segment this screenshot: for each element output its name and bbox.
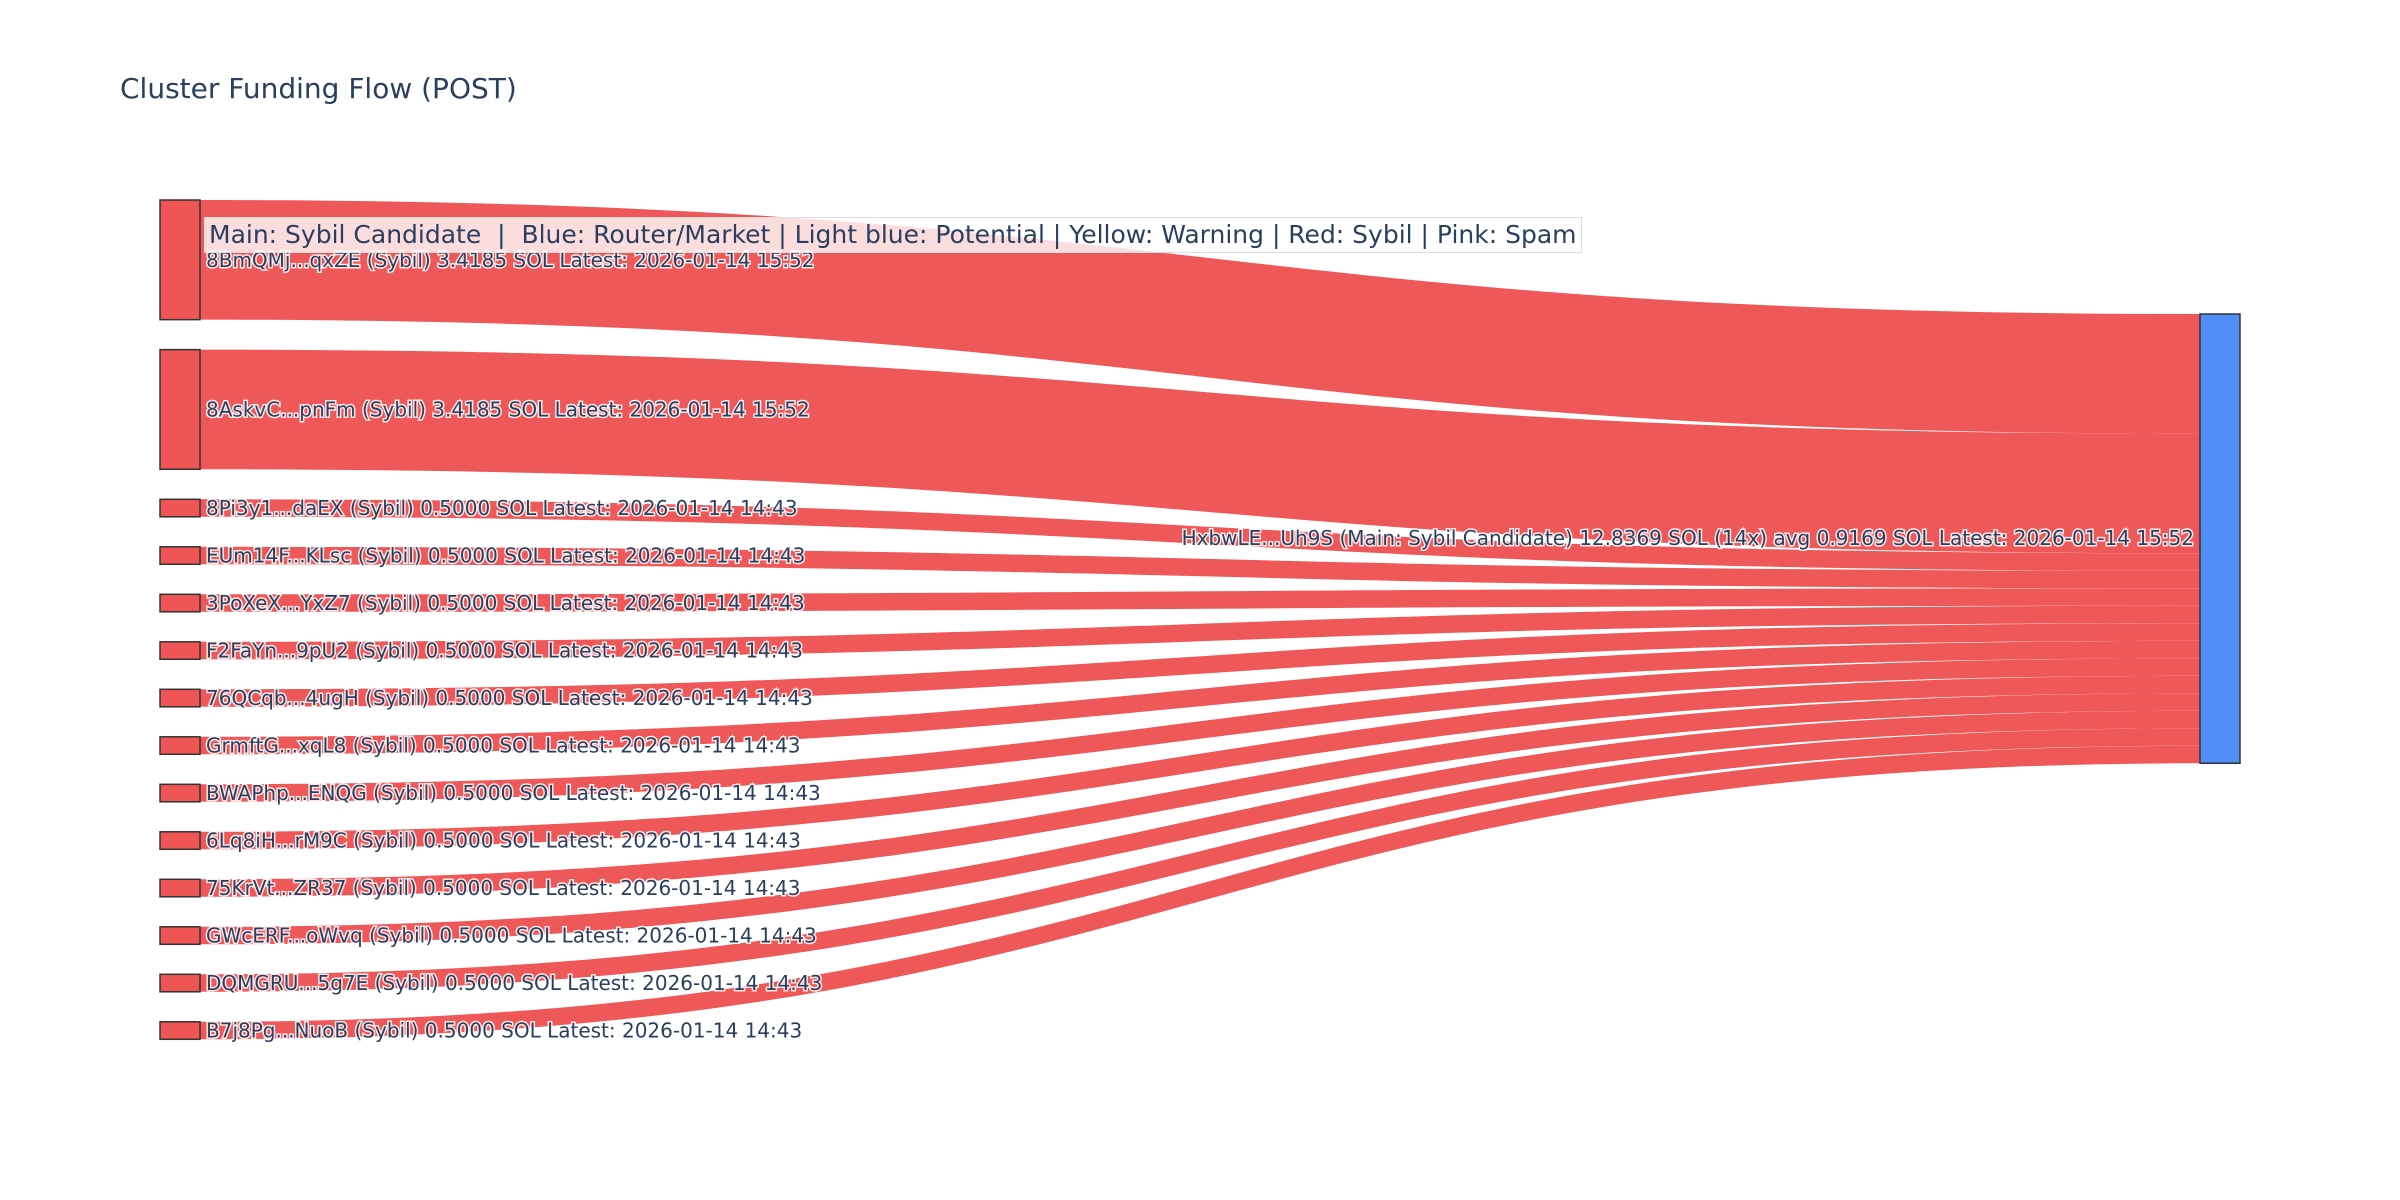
source-node[interactable] (159, 199, 201, 321)
source-node-label: GWcERF...oWvq (Sybil) 0.5000 SOL Latest:… (206, 924, 817, 948)
legend-annotation: Main: Sybil Candidate | Blue: Router/Mar… (204, 217, 1582, 253)
flow-link[interactable] (200, 200, 2200, 434)
flow-link[interactable] (200, 546, 2200, 589)
source-node-label: F2FaYn...9pU2 (Sybil) 0.5000 SOL Latest:… (206, 639, 803, 663)
flow-link[interactable] (200, 640, 2200, 755)
flow-link[interactable] (200, 349, 2200, 554)
source-node-label: 76QCqb...4ugH (Sybil) 0.5000 SOL Latest:… (206, 686, 813, 710)
flow-link[interactable] (200, 693, 2200, 897)
source-node-label: 3PoXeX...YxZ7 (Sybil) 0.5000 SOL Latest:… (206, 591, 805, 615)
source-node[interactable] (159, 973, 201, 993)
source-node[interactable] (159, 831, 201, 851)
source-node-label: 75KrVt...ZR37 (Sybil) 0.5000 SOL Latest:… (206, 876, 801, 900)
source-node[interactable] (159, 926, 201, 946)
source-node-label: B7j8Pg...NuoB (Sybil) 0.5000 SOL Latest:… (206, 1019, 802, 1043)
source-node-label: EUm14F...KLsc (Sybil) 0.5000 SOL Latest:… (206, 544, 805, 568)
source-node[interactable] (159, 498, 201, 518)
source-node[interactable] (159, 688, 201, 708)
source-node-label: 8AskvC...pnFm (Sybil) 3.4185 SOL Latest:… (206, 397, 810, 421)
flow-link[interactable] (200, 588, 2200, 612)
source-node[interactable] (159, 546, 201, 566)
source-node[interactable] (159, 878, 201, 898)
source-node-label: 6Lq8iH...rM9C (Sybil) 0.5000 SOL Latest:… (206, 829, 801, 853)
flow-link[interactable] (200, 499, 2200, 571)
flow-link[interactable] (200, 658, 2200, 802)
target-node-label: HxbwLE...Uh9S (Main: Sybil Candidate) 12… (1182, 526, 2194, 550)
source-node[interactable] (159, 641, 201, 661)
target-node[interactable] (2199, 313, 2241, 765)
source-node[interactable] (159, 1021, 201, 1041)
flow-link[interactable] (200, 745, 2200, 1040)
source-node-label: DQMGRU...5g7E (Sybil) 0.5000 SOL Latest:… (206, 971, 822, 995)
source-node-label: 8Pi3y1...daEX (Sybil) 0.5000 SOL Latest:… (206, 496, 798, 520)
source-node[interactable] (159, 783, 201, 803)
source-node[interactable] (159, 593, 201, 613)
source-node-label: BWAPhp...ENQG (Sybil) 0.5000 SOL Latest:… (206, 781, 821, 805)
flow-link[interactable] (200, 675, 2200, 850)
flow-link[interactable] (200, 710, 2200, 945)
flow-link[interactable] (200, 728, 2200, 992)
source-node-label: GrmftG...xqL8 (Sybil) 0.5000 SOL Latest:… (206, 734, 800, 758)
source-node[interactable] (159, 348, 201, 471)
flow-link[interactable] (200, 605, 2200, 660)
source-node[interactable] (159, 736, 201, 756)
flow-link[interactable] (200, 623, 2200, 707)
chart-title: Cluster Funding Flow (POST) (120, 72, 517, 105)
